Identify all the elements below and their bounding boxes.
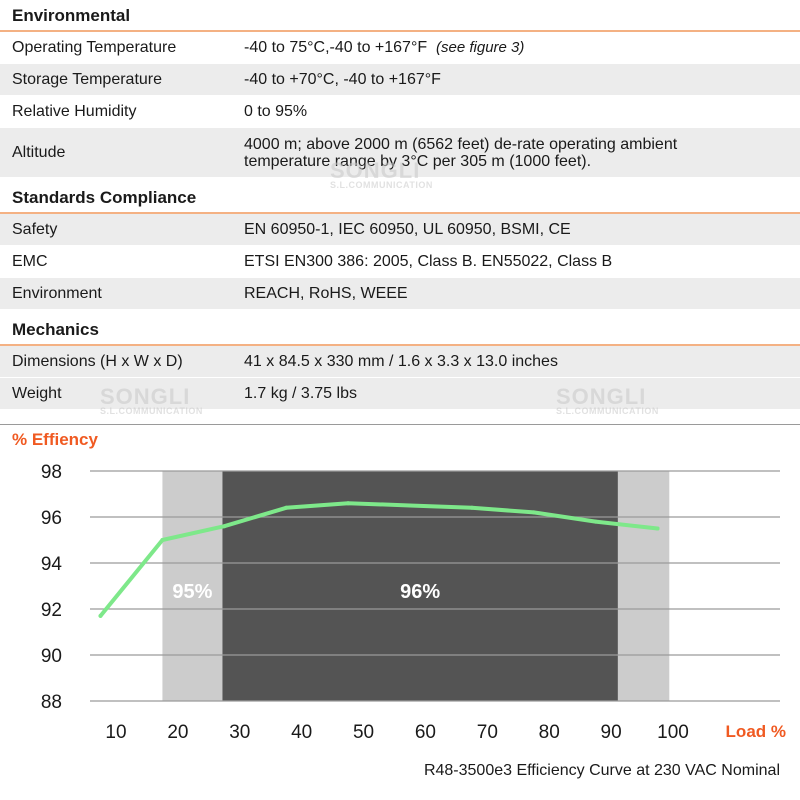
section-title-mechanics: Mechanics: [0, 314, 800, 346]
efficiency-band: [162, 471, 223, 701]
x-tick-label: 100: [657, 722, 689, 743]
spec-value: 41 x 84.5 x 330 mm / 1.6 x 3.3 x 13.0 in…: [244, 353, 558, 370]
spec-row: Operating Temperature -40 to 75°C,-40 to…: [0, 32, 800, 64]
chart-ylabel: % Effiency: [12, 430, 98, 449]
spec-label: Dimensions (H x W x D): [12, 352, 183, 370]
y-tick-label: 88: [41, 692, 62, 713]
band-label: 96%: [400, 581, 440, 603]
x-tick-label: 60: [415, 722, 436, 743]
efficiency-point: [284, 505, 289, 510]
x-tick-label: 30: [229, 722, 250, 743]
efficiency-point: [407, 503, 412, 508]
x-tick-label: 40: [291, 722, 312, 743]
efficiency-band: [617, 471, 670, 701]
spec-row: Dimensions (H x W x D) 41 x 84.5 x 330 m…: [0, 346, 800, 378]
spec-value: REACH, RoHS, WEEE: [244, 285, 408, 302]
spec-label: EMC: [12, 252, 48, 270]
spec-label: Weight: [12, 384, 62, 402]
spec-row: Safety EN 60950-1, IEC 60950, UL 60950, …: [0, 214, 800, 246]
spec-label: Altitude: [12, 143, 66, 161]
spec-row: Relative Humidity 0 to 95%: [0, 96, 800, 128]
section-title-environmental: Environmental: [0, 0, 800, 32]
efficiency-point: [469, 505, 474, 510]
spec-value: 4000 m; above 2000 m (6562 feet) de-rate…: [244, 135, 678, 170]
x-tick-label: 50: [353, 722, 374, 743]
spec-note: (see figure 3): [436, 39, 525, 56]
spec-label: Storage Temperature: [12, 70, 163, 88]
efficiency-point: [98, 613, 103, 618]
efficiency-point: [531, 510, 536, 515]
spec-row: Storage Temperature -40 to +70°C, -40 to…: [0, 64, 800, 96]
y-tick-label: 98: [41, 462, 62, 483]
y-tick-label: 90: [41, 646, 62, 667]
spec-value: ETSI EN300 386: 2005, Class B. EN55022, …: [244, 253, 613, 270]
spec-value: -40 to +70°C, -40 to +167°F: [244, 71, 441, 88]
y-tick-label: 96: [41, 508, 62, 529]
spec-row: EMC ETSI EN300 386: 2005, Class B. EN550…: [0, 246, 800, 278]
efficiency-point: [346, 501, 351, 506]
x-tick-label: 80: [539, 722, 560, 743]
x-tick-label: 90: [601, 722, 622, 743]
efficiency-point: [160, 538, 165, 542]
x-tick-label: 20: [167, 722, 188, 743]
x-tick-label: 70: [477, 722, 498, 743]
efficiency-line: [98, 501, 660, 618]
spec-table: Environmental Operating Temperature -40 …: [0, 0, 800, 410]
spec-value: EN 60950-1, IEC 60950, UL 60950, BSMI, C…: [244, 221, 571, 238]
spec-label: Safety: [12, 220, 58, 238]
spec-label: Relative Humidity: [12, 102, 137, 120]
spec-value: -40 to 75°C,-40 to +167°F (see figure 3): [244, 39, 800, 56]
chart-xlabel: Load %: [726, 722, 786, 741]
chart-caption: R48-3500e3 Efficiency Curve at 230 VAC N…: [423, 762, 780, 779]
spec-row: Environment REACH, RoHS, WEEE: [0, 278, 800, 310]
spec-value-text: -40 to 75°C,-40 to +167°F: [244, 39, 428, 56]
spec-label: Operating Temperature: [12, 38, 177, 56]
efficiency-point: [593, 519, 598, 524]
y-tick-label: 94: [41, 554, 63, 575]
spec-value: 1.7 kg / 3.75 lbs: [244, 385, 357, 402]
spec-row: Altitude 4000 m; above 2000 m (6562 feet…: [0, 128, 800, 178]
y-tick-label: 92: [41, 600, 62, 621]
efficiency-point: [655, 526, 660, 531]
efficiency-chart: 88 90 92 94 96 98 10 20 30 40 50 60 70 80 90 100 95% 96…: [0, 424, 800, 743]
spec-value: 0 to 95%: [244, 103, 308, 120]
efficiency-point: [222, 524, 227, 529]
spec-row: Weight 1.7 kg / 3.75 lbs: [0, 378, 800, 410]
band-label: 95%: [172, 581, 212, 603]
x-tick-label: 10: [105, 722, 126, 743]
section-title-standards: Standards Compliance: [0, 182, 800, 214]
spec-label: Environment: [12, 284, 102, 302]
